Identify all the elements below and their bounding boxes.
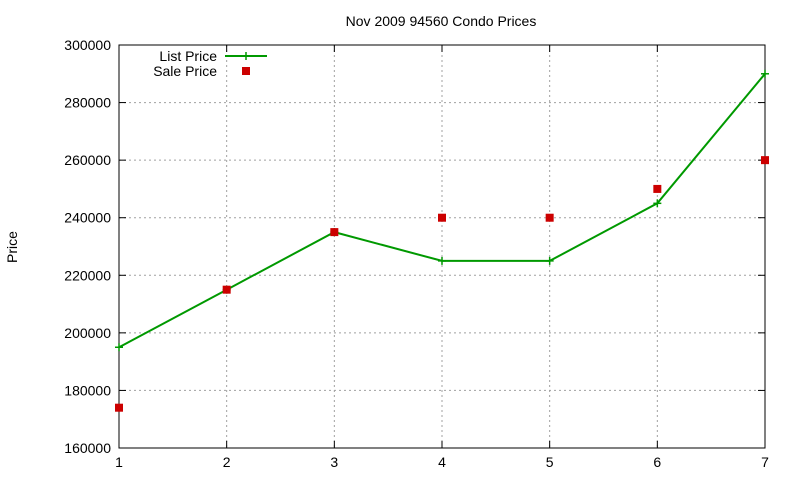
y-tick-label: 180000 xyxy=(64,382,111,398)
list-price-point xyxy=(545,256,554,265)
x-tick-label: 6 xyxy=(653,454,661,470)
series-layer xyxy=(115,69,769,412)
list-price-point xyxy=(761,69,769,78)
chart-title: Nov 2009 94560 Condo Prices xyxy=(346,13,537,29)
y-axis-label: Price xyxy=(4,231,20,263)
grid-lines xyxy=(119,45,765,448)
sale-price-point xyxy=(222,285,231,294)
y-tick-label: 260000 xyxy=(64,152,111,168)
legend-label-sale-price: Sale Price xyxy=(153,63,217,79)
legend-marker-sale-price xyxy=(242,67,250,75)
list-price-point xyxy=(115,343,123,352)
x-tick-label: 3 xyxy=(330,454,338,470)
sale-price-point xyxy=(653,184,662,193)
y-tick-label: 220000 xyxy=(64,267,111,283)
y-tick-label: 200000 xyxy=(64,325,111,341)
x-tick-label: 1 xyxy=(115,454,123,470)
x-tick-label: 4 xyxy=(438,454,446,470)
x-tick-label: 7 xyxy=(761,454,769,470)
y-tick-label: 160000 xyxy=(64,440,111,456)
legend-marker-list-price xyxy=(242,52,250,60)
list-price-point xyxy=(653,199,662,208)
axis-ticks: 160000 180000 200000 220000 240000 260000 2800… xyxy=(64,37,769,470)
sale-price-point xyxy=(330,228,339,237)
x-tick-label: 5 xyxy=(546,454,554,470)
sale-price-point xyxy=(115,403,123,412)
sale-price-point xyxy=(761,156,769,165)
legend-label-list-price: List Price xyxy=(159,48,217,64)
y-tick-label: 240000 xyxy=(64,210,111,226)
sale-price-point xyxy=(545,213,554,222)
sale-price-point xyxy=(438,213,446,222)
list-price-point xyxy=(438,256,446,265)
x-tick-label: 2 xyxy=(223,454,231,470)
y-tick-label: 280000 xyxy=(64,95,111,111)
y-tick-label: 300000 xyxy=(64,37,111,53)
